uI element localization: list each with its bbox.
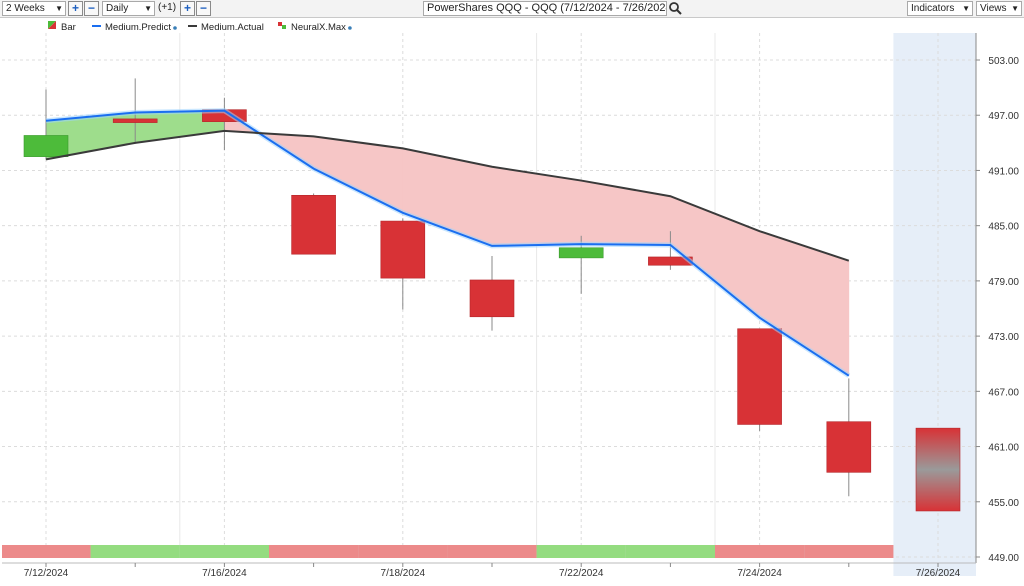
medium-predict-line [45, 109, 850, 377]
indicators-menu[interactable]: Indicators ▼ [907, 1, 973, 16]
x-tick-label: 7/12/2024 [24, 568, 69, 579]
chevron-down-icon: ▼ [144, 4, 152, 13]
legend-item: Medium.Actual [201, 22, 264, 33]
y-tick-label: 491.00 [988, 166, 1019, 177]
legend-item: Bar [61, 22, 76, 33]
toolbar: 2 Weeks ▼ + − Daily ▼ (+1) + − PowerShar… [0, 0, 1024, 18]
y-tick-label: 449.00 [988, 553, 1019, 564]
shift-back-button[interactable]: − [196, 1, 211, 16]
shift-label: (+1) [158, 2, 177, 13]
plus-icon: + [183, 1, 191, 15]
minus-icon: − [199, 1, 207, 15]
range-select[interactable]: 2 Weeks ▼ [2, 1, 66, 16]
legend-item: Medium.Predict [105, 22, 171, 33]
shift-forward-button[interactable]: + [180, 1, 195, 16]
signal-strip-cell [90, 545, 180, 558]
legend-dot-icon [348, 26, 352, 30]
signal-strip-cell [536, 545, 626, 558]
signal-strip-cell [269, 545, 359, 558]
candle-body [380, 220, 426, 279]
plus-icon: + [71, 1, 79, 15]
x-tick-label: 7/18/2024 [381, 568, 426, 579]
chevron-down-icon: ▼ [962, 4, 970, 13]
legend-item: NeuralX.Max [291, 22, 346, 33]
symbol-title: PowerShares QQQ - QQQ (7/12/2024 - 7/26/… [427, 2, 667, 14]
signal-strip-cell [2, 545, 91, 558]
y-tick-label: 455.00 [988, 498, 1019, 509]
medium-actual-line [45, 129, 850, 262]
candle-body [112, 118, 158, 123]
search-button[interactable] [668, 1, 683, 16]
minus-icon: − [87, 1, 95, 15]
x-tick-label: 7/22/2024 [559, 568, 604, 579]
price-chart[interactable]: 503.00 497.00 491.00 485.00 479.00 473.00 467.… [0, 18, 1024, 586]
x-tick-label: 7/16/2024 [202, 568, 247, 579]
x-tick-label: 7/26/2024 [916, 568, 961, 579]
signal-strip-cell [358, 545, 448, 558]
search-icon [669, 2, 682, 15]
y-tick-label: 473.00 [988, 332, 1019, 343]
signal-strip-cell [625, 545, 715, 558]
interval-select-label: Daily [106, 3, 129, 14]
legend-dot-icon [173, 26, 177, 30]
signal-strip-cell [804, 545, 894, 558]
neuralx-legend-icon [282, 25, 286, 29]
signal-strip-cell [179, 545, 269, 558]
zoom-out-button[interactable]: − [84, 1, 99, 16]
candle-body [291, 194, 336, 255]
y-tick-label: 497.00 [988, 111, 1019, 122]
indicators-label: Indicators [911, 3, 955, 14]
y-tick-label: 461.00 [988, 443, 1019, 454]
candle-body [558, 247, 604, 259]
signal-strip-cell [715, 545, 805, 558]
forecast-candle [915, 427, 961, 512]
candle-body [826, 421, 872, 473]
bar-legend-icon [48, 21, 56, 29]
symbol-field[interactable]: PowerShares QQQ - QQQ (7/12/2024 - 7/26/… [423, 1, 667, 16]
y-tick-label: 479.00 [988, 277, 1019, 288]
neuralx-legend-icon [278, 22, 282, 26]
signal-strip-cell [447, 545, 537, 558]
candle-body [469, 279, 515, 318]
views-label: Views [980, 3, 1007, 14]
y-tick-label: 467.00 [988, 387, 1019, 398]
candle-body [23, 135, 69, 157]
zoom-in-button[interactable]: + [68, 1, 83, 16]
chevron-down-icon: ▼ [55, 4, 63, 13]
y-tick-label: 485.00 [988, 222, 1019, 233]
chevron-down-icon: ▼ [1011, 4, 1019, 13]
views-menu[interactable]: Views ▼ [976, 1, 1022, 16]
x-tick-label: 7/24/2024 [737, 568, 782, 579]
band-segment [580, 180, 671, 246]
range-select-label: 2 Weeks [6, 3, 45, 14]
y-tick-label: 503.00 [988, 56, 1019, 67]
candle-body [737, 328, 782, 425]
interval-select[interactable]: Daily ▼ [102, 1, 155, 16]
